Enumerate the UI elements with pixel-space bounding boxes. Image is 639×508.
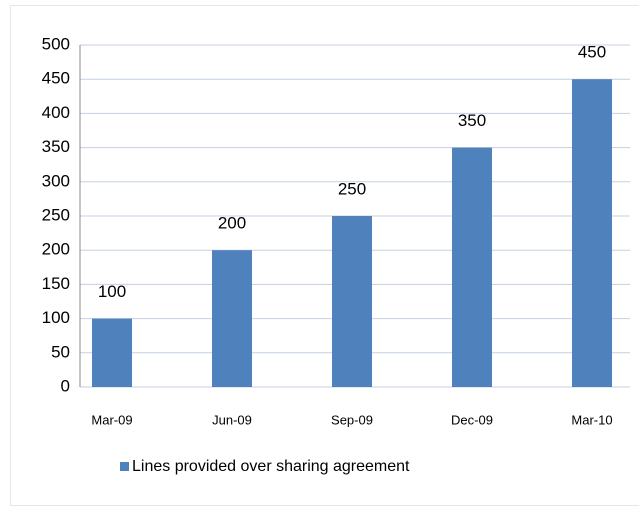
y-tick-label: 150 bbox=[42, 274, 70, 293]
bar bbox=[212, 250, 252, 387]
y-tick-label: 100 bbox=[42, 308, 70, 327]
data-label: 250 bbox=[338, 179, 366, 198]
bar bbox=[92, 318, 132, 387]
y-tick-label: 250 bbox=[42, 205, 70, 224]
bar bbox=[332, 216, 372, 387]
data-label: 100 bbox=[98, 282, 126, 301]
y-tick-label: 0 bbox=[61, 376, 70, 395]
y-tick-label: 400 bbox=[42, 103, 70, 122]
x-tick-label: Jun-09 bbox=[212, 412, 252, 427]
y-tick-label: 450 bbox=[42, 69, 70, 88]
y-tick-label: 350 bbox=[42, 137, 70, 156]
x-tick-label: Mar-09 bbox=[91, 412, 132, 427]
data-label: 350 bbox=[458, 111, 486, 130]
legend-swatch bbox=[120, 462, 129, 471]
x-tick-label: Mar-10 bbox=[571, 412, 612, 427]
y-tick-label: 200 bbox=[42, 240, 70, 259]
bar bbox=[572, 79, 612, 387]
y-tick-label: 300 bbox=[42, 171, 70, 190]
legend-label: Lines provided over sharing agreement bbox=[132, 458, 410, 475]
y-tick-label: 50 bbox=[51, 342, 70, 361]
x-tick-label: Dec-09 bbox=[451, 412, 493, 427]
x-tick-label: Sep-09 bbox=[331, 412, 373, 427]
data-label: 200 bbox=[218, 214, 246, 233]
chart-border bbox=[10, 5, 639, 506]
bar bbox=[452, 147, 492, 387]
data-label: 450 bbox=[578, 43, 606, 62]
y-tick-label: 500 bbox=[42, 34, 70, 53]
